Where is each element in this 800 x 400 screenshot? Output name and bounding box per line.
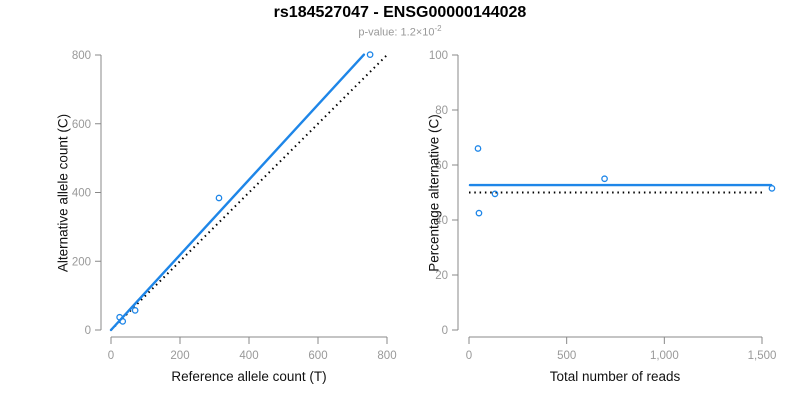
trend-line [109,53,366,332]
x-axis-label-left: Reference allele count (T) [171,369,327,384]
x-tick-label: 1,500 [748,350,777,362]
pvalue-base: ×10 [415,26,435,39]
y-tick-label: 40 [435,215,448,227]
y-tick-label: 20 [435,270,448,282]
y-axis-label-left: Alternative allele count (C) [55,113,71,273]
x-tick-label: 0 [466,350,472,362]
x-tick-label: 200 [170,350,189,362]
x-tick-label: 600 [308,350,327,362]
y-tick-label: 400 [72,188,91,200]
pvalue-label: p-value: [358,26,398,39]
data-point [116,313,123,321]
x-tick-label: 500 [557,350,576,362]
data-point [366,51,374,59]
data-point [215,194,223,202]
data-point [601,175,608,183]
data-point [474,145,482,152]
pvalue-mantissa: 1.2 [400,26,416,39]
data-point [131,307,139,314]
y-axis-label-right: Percentage alternative (C) [426,114,442,272]
y-tick-label: 200 [72,256,91,268]
data-point [768,185,776,192]
reference-line [110,54,388,331]
pvalue-subtitle: p-value: 1.2×10-2 [0,24,800,39]
x-tick-label: 0 [108,350,114,362]
pvalue-exponent: -2 [434,24,442,33]
y-tick-label: 0 [442,325,448,337]
page-title: rs184527047 - ENSG00000144028 [273,4,527,21]
data-point [491,190,499,198]
x-tick-label: 800 [377,350,396,362]
y-tick-label: 800 [72,50,91,62]
y-tick-label: 600 [72,119,91,131]
y-tick-label: 0 [85,325,91,337]
x-tick-label: 1,000 [650,350,679,362]
y-tick-label: 60 [435,160,448,172]
data-point [119,318,127,325]
x-axis-label-right: Total number of reads [549,369,681,384]
y-tick-label: 80 [435,105,448,117]
y-tick-label: 100 [429,50,448,62]
x-tick-label: 400 [239,350,258,362]
data-point [475,209,483,217]
